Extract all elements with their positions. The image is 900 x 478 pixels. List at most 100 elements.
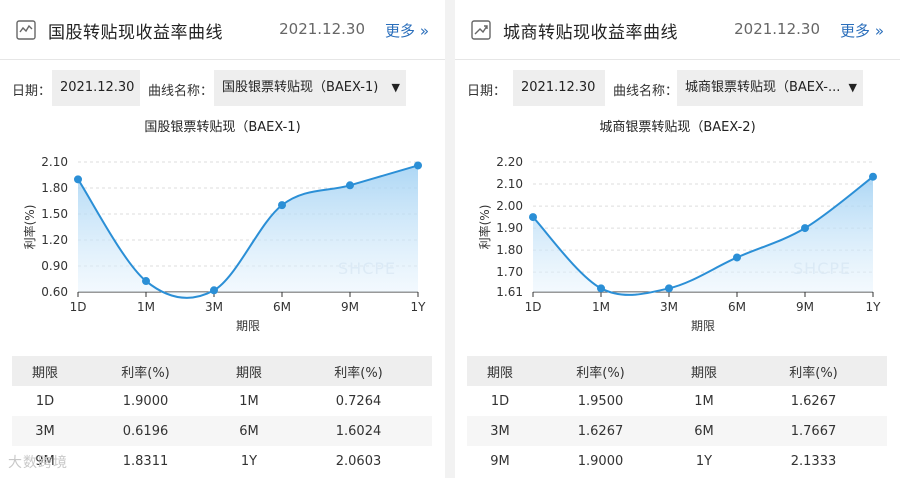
series-area [533, 176, 873, 295]
x-tick-label: 1D [70, 300, 87, 314]
table-cell: 1.6024 [285, 416, 432, 446]
x-axis-title: 期限 [691, 319, 715, 333]
data-point [346, 181, 354, 190]
table-cell: 2.1333 [790, 453, 837, 469]
caret-down-icon: ▼ [391, 81, 400, 94]
panel-title: 城商转贴现收益率曲线 [503, 23, 678, 43]
data-point [74, 175, 82, 184]
y-tick-label: 0.60 [41, 285, 68, 299]
y-tick-label: 2.20 [496, 155, 523, 169]
curve-select[interactable]: 国股银票转贴现（BAEX-1) ▼ [214, 70, 406, 106]
more-label: 更多 [385, 22, 416, 40]
table-header-row: 期限 利率(%) 期限 利率(%) [12, 356, 432, 386]
x-tick-label: 1D [525, 300, 542, 314]
x-tick-label: 1M [592, 300, 610, 314]
curve-name-label: 曲线名称： [148, 84, 214, 99]
table-cell: 1D [490, 393, 510, 409]
more-link[interactable]: 更多 » [385, 20, 429, 41]
x-tick-label: 1M [137, 300, 155, 314]
y-tick-label: 1.70 [496, 265, 523, 279]
table-row: 3M 0.6196 6M 1.6024 [12, 416, 432, 446]
table-row: 9M 1.8311 1Y 2.0603 [12, 446, 432, 476]
curve-select-value: 国股银票转贴现（BAEX-1) [222, 80, 379, 95]
yield-curve-chart: 0.600.901.201.501.802.10SHCPE1D1M3M6M9M1… [22, 155, 427, 333]
x-tick-label: 6M [273, 300, 291, 314]
table-cell: 1Y [695, 453, 713, 469]
table-cell: 1.6267 [790, 393, 837, 409]
caret-down-icon: ▼ [848, 81, 857, 94]
table-cell: 2.0603 [335, 453, 382, 469]
table-header-row: 期限 利率(%) 期限 利率(%) [467, 356, 887, 386]
y-tick-label: 1.20 [41, 233, 68, 247]
table-header-cell: 利率(%) [78, 356, 213, 386]
double-chevron-right-icon: » [419, 22, 429, 40]
table-cell: 1.6267 [533, 416, 668, 446]
filter-bar: 日期： 2021.12.30 曲线名称： 国股银票转贴现（BAEX-1) ▼ [0, 70, 445, 106]
table-row: 1D 1.9000 1M 0.7264 [12, 386, 432, 416]
table-header-cell: 期限 [213, 356, 285, 386]
x-tick-label: 1Y [411, 300, 427, 314]
y-tick-label: 2.10 [496, 177, 523, 191]
table-cell: 0.6196 [78, 416, 213, 446]
date-picker[interactable]: 2021.12.30 [513, 70, 605, 106]
table-header-cell: 利率(%) [285, 356, 432, 386]
chart-title: 国股银票转贴现（BAEX-1) [144, 120, 301, 135]
y-tick-label: 1.90 [496, 221, 523, 235]
table-header-cell: 期限 [668, 356, 740, 386]
x-tick-label: 9M [341, 300, 359, 314]
date-label: 日期： [12, 84, 52, 99]
double-chevron-right-icon: » [874, 22, 884, 40]
data-point [414, 161, 422, 170]
date-picker[interactable]: 2021.12.30 [52, 70, 140, 106]
panel-chengshang: 城商转贴现收益率曲线 2021.12.30 更多 » 日期： 2021.12.3… [455, 0, 900, 478]
curve-select[interactable]: 城商银票转贴现（BAEX-... ▼ [677, 70, 863, 106]
table-row: 9M 1.9000 1Y 2.1333 [467, 446, 887, 476]
curve-name-label: 曲线名称： [613, 84, 679, 99]
data-point [869, 172, 877, 181]
y-tick-label: 1.80 [496, 243, 523, 257]
series-line [532, 175, 874, 296]
more-link[interactable]: 更多 » [840, 20, 884, 41]
x-tick-label: 3M [205, 300, 223, 314]
series-area [78, 165, 418, 298]
rate-table: 期限 利率(%) 期限 利率(%) 1D 1.9500 1M 1.6267 3M 1.6267 6M… [467, 356, 887, 476]
x-tick-label: 6M [728, 300, 746, 314]
filter-bar: 日期： 2021.12.30 曲线名称： 城商银票转贴现（BAEX-... ▼ [455, 70, 900, 106]
table-cell: 6M [213, 416, 285, 446]
data-point [801, 224, 809, 233]
panel-title: 国股转贴现收益率曲线 [48, 23, 223, 43]
data-point [210, 286, 218, 295]
y-tick-label: 1.80 [41, 181, 68, 195]
table-cell: 1.9000 [122, 393, 169, 409]
line-chart-icon [16, 20, 36, 40]
date-value: 2021.12.30 [60, 80, 135, 95]
rate-table: 期限 利率(%) 期限 利率(%) 1D 1.9000 1M 0.7264 3M 0.6196 6M… [12, 356, 432, 476]
x-tick-label: 9M [796, 300, 814, 314]
y-tick-label: 0.90 [41, 259, 68, 273]
table-cell: 3M [12, 416, 78, 446]
panel-header: 城商转贴现收益率曲线 2021.12.30 更多 » [455, 0, 900, 60]
table-header-cell: 利率(%) [740, 356, 887, 386]
data-point [529, 213, 537, 222]
more-label: 更多 [840, 22, 871, 40]
table-cell: 1.8311 [122, 453, 169, 469]
date-label: 日期： [467, 84, 507, 99]
data-point [733, 253, 741, 262]
table-cell: 9M [35, 453, 55, 469]
table-cell: 0.7264 [335, 393, 382, 409]
y-tick-label: 1.61 [496, 285, 523, 299]
table-header-cell: 期限 [12, 356, 78, 386]
data-point [665, 284, 673, 293]
panel-header: 国股转贴现收益率曲线 2021.12.30 更多 » [0, 0, 445, 60]
table-cell: 1.7667 [740, 416, 887, 446]
table-cell: 1.9500 [577, 393, 624, 409]
table-cell: 1M [694, 393, 714, 409]
bottom-watermark: 大数跨境 [8, 455, 68, 471]
x-axis-title: 期限 [236, 319, 260, 333]
y-tick-label: 1.50 [41, 207, 68, 221]
table-cell: 1Y [240, 453, 258, 469]
table-cell: 3M [467, 416, 533, 446]
yield-curve-chart: 1.611.701.801.902.002.102.20SHCPE1D1M3M6… [477, 155, 881, 333]
table-cell: 9M [490, 453, 510, 469]
